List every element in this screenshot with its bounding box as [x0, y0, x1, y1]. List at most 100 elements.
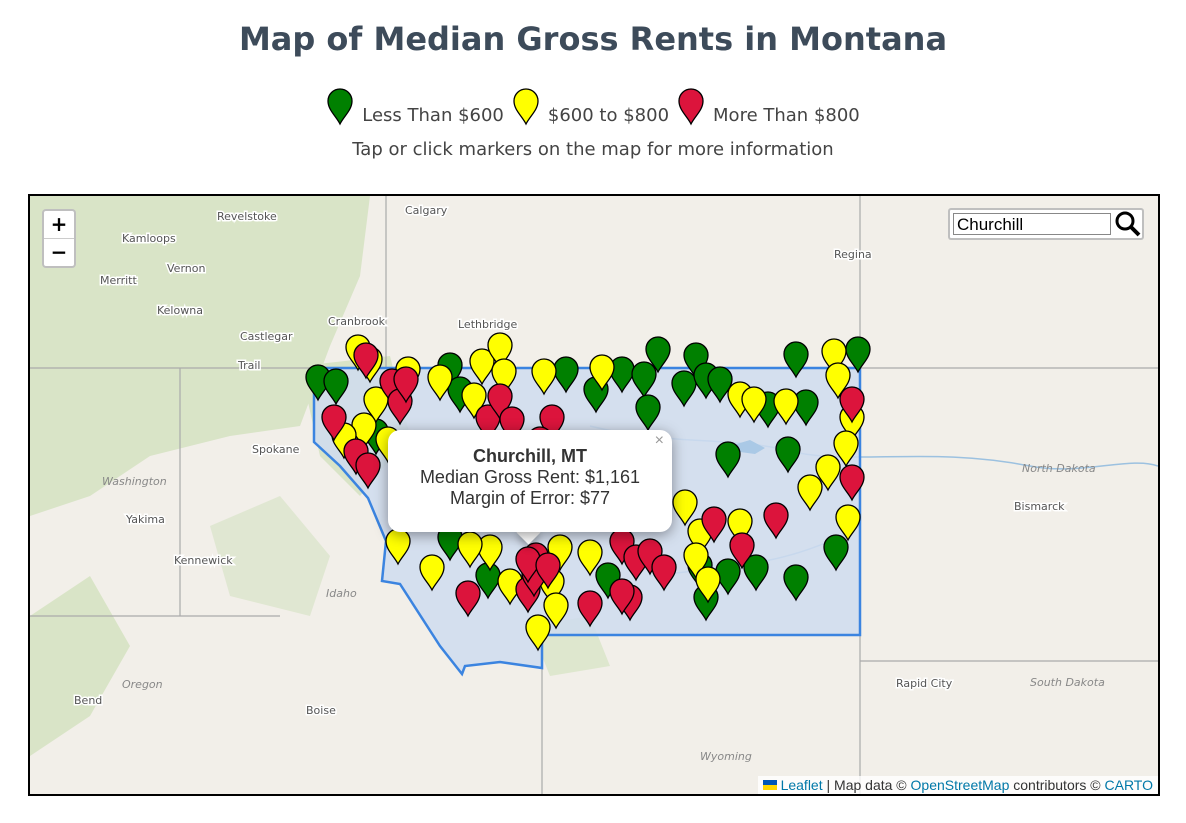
legend-item: More Than $800	[677, 88, 860, 126]
marker[interactable]	[323, 368, 349, 406]
map[interactable]: Calgary Regina Revelstoke Kamloops Vernon Mer…	[28, 194, 1160, 796]
attribution-text: contributors ©	[1013, 777, 1101, 793]
marker[interactable]	[815, 454, 841, 492]
marker[interactable]	[825, 362, 851, 400]
place-label: Rapid City	[896, 677, 953, 690]
zoom-out[interactable]: −	[44, 238, 74, 266]
title: Map of Median Gross Rents in Montana	[238, 20, 948, 58]
marker[interactable]	[833, 430, 859, 468]
legend: Less Than $600 $600 to $800 More Than $800	[0, 88, 1186, 131]
marker[interactable]	[793, 389, 819, 427]
legend-pin	[327, 88, 353, 126]
marker[interactable]	[727, 508, 753, 546]
marker[interactable]	[543, 592, 569, 630]
marker[interactable]	[363, 386, 389, 424]
marker[interactable]	[683, 542, 709, 580]
marker[interactable]	[775, 436, 801, 474]
marker[interactable]	[631, 361, 657, 399]
marker[interactable]	[427, 364, 453, 402]
place-label: Kennewick	[174, 554, 233, 567]
legend-item: Less Than $600	[326, 88, 504, 126]
marker[interactable]	[701, 506, 727, 544]
marker[interactable]	[321, 404, 347, 442]
marker[interactable]	[845, 336, 871, 374]
marker[interactable]	[672, 489, 698, 527]
marker[interactable]	[645, 336, 671, 374]
marker[interactable]	[487, 332, 513, 370]
marker[interactable]	[695, 566, 721, 604]
attribution: Leaflet | Map data © OpenStreetMap contr…	[757, 776, 1158, 794]
carto-link[interactable]: CARTO	[1104, 777, 1154, 793]
marker[interactable]	[839, 386, 865, 424]
map-base: Calgary Regina Revelstoke Kamloops Vernon Mer…	[30, 196, 1158, 794]
marker[interactable]	[671, 370, 697, 408]
marker[interactable]	[455, 580, 481, 618]
attribution-text: | Map data ©	[826, 777, 907, 793]
place-label: Idaho	[326, 587, 357, 600]
marker[interactable]	[475, 404, 501, 442]
marker[interactable]	[651, 554, 677, 592]
marker[interactable]	[589, 354, 615, 392]
marker[interactable]	[741, 386, 767, 424]
legend-pin	[678, 88, 704, 126]
place-label: Regina	[834, 248, 872, 261]
place-label: South Dakota	[1030, 676, 1105, 689]
marker[interactable]	[355, 452, 381, 490]
marker[interactable]	[783, 564, 809, 602]
place-label: Castlegar	[240, 330, 293, 343]
marker[interactable]	[577, 590, 603, 628]
marker[interactable]	[499, 406, 525, 444]
marker[interactable]	[821, 338, 847, 376]
search-box: Churchill	[948, 208, 1144, 240]
marker[interactable]	[531, 358, 557, 396]
marker[interactable]	[743, 554, 769, 592]
marker[interactable]	[353, 342, 379, 380]
marker[interactable]	[577, 539, 603, 577]
marker[interactable]	[839, 464, 865, 502]
popup: × Churchill, MT Median Gross Rent: $1,16…	[388, 430, 672, 532]
place-labels: Calgary Regina Revelstoke Kamloops Vernon Mer…	[73, 203, 1106, 764]
marker[interactable]	[553, 356, 579, 394]
marker[interactable]	[773, 388, 799, 426]
place-label: Calgary	[405, 204, 448, 217]
place-label: Bismarck	[1014, 500, 1065, 513]
place-label: Oregon	[122, 678, 163, 691]
search-input[interactable]: Churchill	[953, 213, 1111, 235]
marker[interactable]	[487, 383, 513, 421]
marker[interactable]	[715, 441, 741, 479]
place-label: Washington	[102, 475, 167, 488]
marker[interactable]	[491, 358, 517, 396]
marker[interactable]	[823, 534, 849, 572]
marker[interactable]	[783, 341, 809, 379]
marker[interactable]	[763, 502, 789, 540]
popup-title: Churchill, MT	[473, 446, 587, 466]
place-label: Lethbridge	[458, 318, 518, 331]
marker[interactable]	[729, 532, 755, 570]
marker[interactable]	[539, 404, 565, 442]
place-label: Revelstoke	[217, 210, 277, 223]
popup-error: Margin of Error: $77	[449, 488, 611, 508]
marker[interactable]	[535, 552, 561, 590]
place-label: Merritt	[100, 274, 137, 287]
marker[interactable]	[457, 531, 483, 569]
marker[interactable]	[477, 534, 503, 572]
marker[interactable]	[461, 382, 487, 420]
marker[interactable]	[393, 366, 419, 404]
osm-link[interactable]: OpenStreetMap	[910, 777, 1010, 793]
marker[interactable]	[419, 554, 445, 592]
marker[interactable]	[835, 504, 861, 542]
place-label: Bend	[74, 694, 102, 707]
marker[interactable]	[469, 348, 495, 386]
hint: Tap or click markers on the map for more…	[352, 139, 834, 160]
marker[interactable]	[525, 614, 551, 652]
marker[interactable]	[797, 474, 823, 512]
leaflet-link[interactable]: Leaflet	[780, 777, 823, 793]
place-label: Trail	[237, 359, 260, 372]
popup-close[interactable]: ×	[654, 432, 664, 449]
marker[interactable]	[635, 394, 661, 432]
marker[interactable]	[609, 356, 635, 394]
marker[interactable]	[609, 578, 635, 616]
search-icon[interactable]	[1115, 211, 1135, 231]
zoom-in[interactable]: +	[50, 212, 68, 236]
